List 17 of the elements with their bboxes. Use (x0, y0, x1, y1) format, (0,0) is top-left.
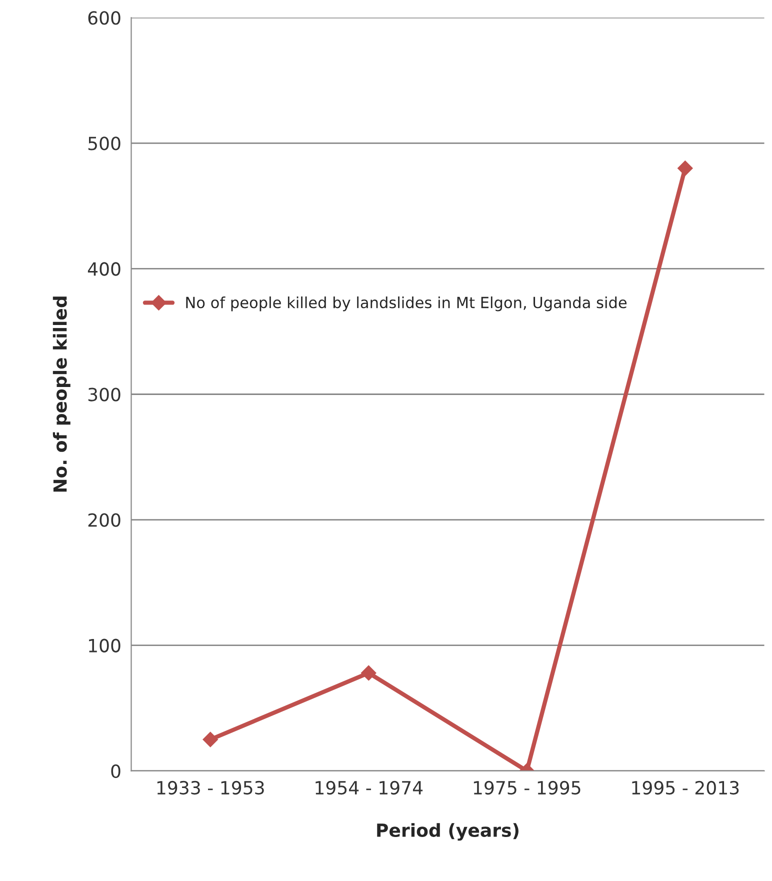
y-tick-label: 400 (88, 262, 120, 276)
x-tick-label: 1995 - 2013 (632, 780, 739, 795)
y-tick-label: 200 (88, 513, 120, 527)
legend-label: No of people killed by landslides in Mt Elgon, Uganda side (186, 296, 627, 312)
x-tick-label: 1954 - 1974 (316, 780, 423, 795)
y-axis-title: No. of people killed (52, 296, 70, 492)
y-tick-label: 500 (88, 136, 120, 150)
point (202, 732, 218, 748)
y-tick-label: 300 (88, 388, 120, 402)
point (361, 665, 376, 681)
point (678, 160, 693, 176)
x-tick-label: 1933 - 1953 (157, 780, 264, 795)
y-tick-label: 100 (89, 638, 120, 652)
y-tick-label: 600 (88, 11, 120, 25)
y-tick-label: 0 (111, 764, 120, 778)
x-tick-label: 1975 - 1995 (474, 780, 580, 795)
x-axis-title: Period (years) (377, 823, 518, 841)
